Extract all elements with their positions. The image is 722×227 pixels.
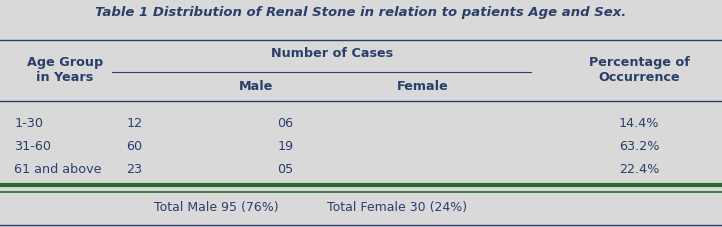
Text: 14.4%: 14.4% [619, 117, 659, 130]
Text: 1-30: 1-30 [14, 117, 43, 130]
Text: 31-60: 31-60 [14, 140, 51, 153]
Text: Age Group
in Years: Age Group in Years [27, 56, 103, 84]
Text: Male: Male [239, 80, 274, 93]
Text: Table 1 Distribution of Renal Stone in relation to patients Age and Sex.: Table 1 Distribution of Renal Stone in r… [95, 6, 627, 19]
Text: 23: 23 [126, 163, 142, 176]
Text: 63.2%: 63.2% [619, 140, 659, 153]
Text: 60: 60 [126, 140, 142, 153]
Text: Female: Female [396, 80, 448, 93]
Text: 12: 12 [126, 117, 142, 130]
Text: Number of Cases: Number of Cases [271, 47, 393, 60]
Text: 06: 06 [277, 117, 293, 130]
Text: 05: 05 [277, 163, 293, 176]
Text: Total Male 95 (76%): Total Male 95 (76%) [155, 201, 279, 214]
Text: 22.4%: 22.4% [619, 163, 659, 176]
Text: Total Female 30 (24%): Total Female 30 (24%) [327, 201, 467, 214]
Text: 61 and above: 61 and above [14, 163, 102, 176]
Text: Percentage of
Occurrence: Percentage of Occurrence [588, 56, 690, 84]
Text: 19: 19 [277, 140, 293, 153]
